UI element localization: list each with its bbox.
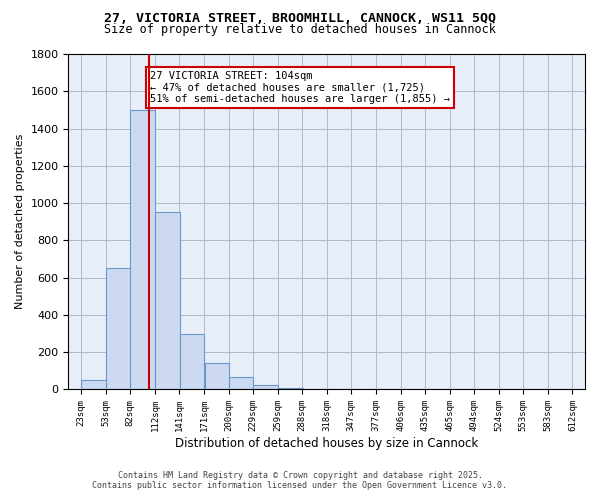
Bar bbox=[106, 268, 131, 390]
Bar bbox=[278, 388, 303, 390]
Text: Contains HM Land Registry data © Crown copyright and database right 2025.
Contai: Contains HM Land Registry data © Crown c… bbox=[92, 470, 508, 490]
Bar bbox=[130, 110, 155, 390]
Bar bbox=[302, 388, 327, 390]
Bar bbox=[253, 385, 278, 390]
Y-axis label: Number of detached properties: Number of detached properties bbox=[15, 134, 25, 310]
Text: Size of property relative to detached houses in Cannock: Size of property relative to detached ho… bbox=[104, 22, 496, 36]
Bar bbox=[81, 380, 106, 390]
Bar bbox=[328, 389, 352, 390]
X-axis label: Distribution of detached houses by size in Cannock: Distribution of detached houses by size … bbox=[175, 437, 478, 450]
Bar bbox=[179, 334, 204, 390]
Bar bbox=[205, 364, 229, 390]
Text: 27, VICTORIA STREET, BROOMHILL, CANNOCK, WS11 5QQ: 27, VICTORIA STREET, BROOMHILL, CANNOCK,… bbox=[104, 12, 496, 26]
Bar bbox=[155, 212, 180, 390]
Text: 27 VICTORIA STREET: 104sqm
← 47% of detached houses are smaller (1,725)
51% of s: 27 VICTORIA STREET: 104sqm ← 47% of deta… bbox=[150, 71, 450, 104]
Bar bbox=[229, 378, 253, 390]
